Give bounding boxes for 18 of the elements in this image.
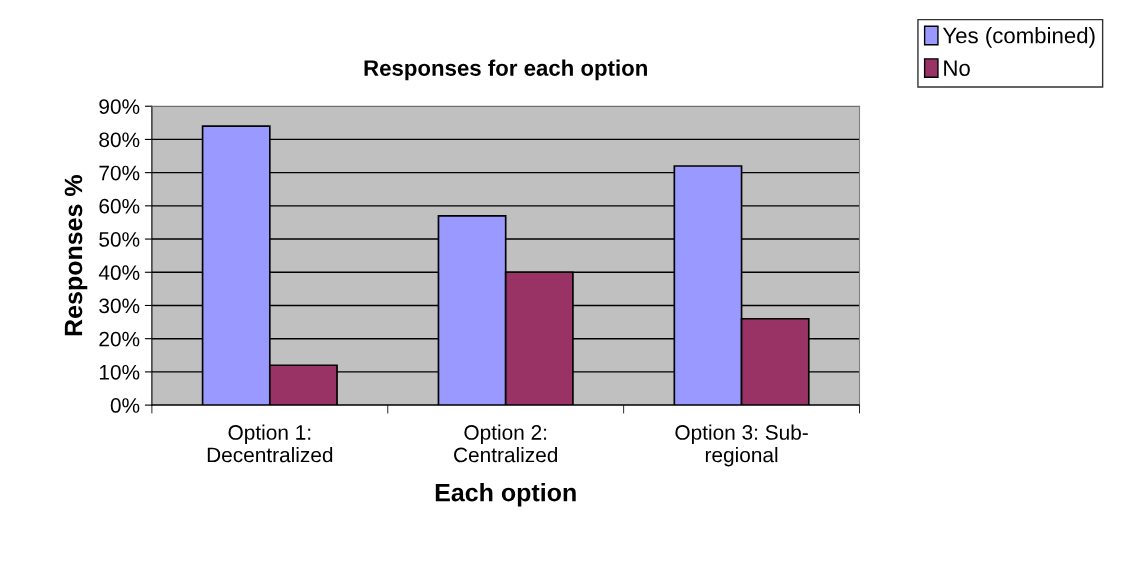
y-tick-label: 30%: [99, 298, 140, 314]
y-tick-label: 60%: [99, 198, 140, 214]
y-tick-label: 70%: [99, 165, 140, 181]
x-tick-label: Option 3: Sub- regional: [675, 424, 808, 467]
y-tick-label: 80%: [99, 132, 140, 148]
y-tick-label: 0%: [110, 398, 140, 413]
chart-title: Responses for each option: [364, 59, 647, 81]
legend-label: Yes (combined): [942, 27, 1095, 48]
legend-label: No: [944, 60, 970, 76]
x-tick-label: Option 1: Decentralized: [207, 424, 333, 463]
y-axis-title: Responses %: [64, 175, 88, 336]
y-tick-label: 20%: [99, 331, 140, 347]
y-tick-label: 10%: [99, 364, 140, 380]
x-tick-label: Option 2: Centralized: [454, 424, 558, 463]
y-tick-label: 50%: [99, 232, 140, 247]
x-axis-title: Each option: [435, 483, 576, 507]
y-tick-label: 40%: [98, 265, 140, 281]
y-tick-label: 90%: [99, 99, 140, 114]
